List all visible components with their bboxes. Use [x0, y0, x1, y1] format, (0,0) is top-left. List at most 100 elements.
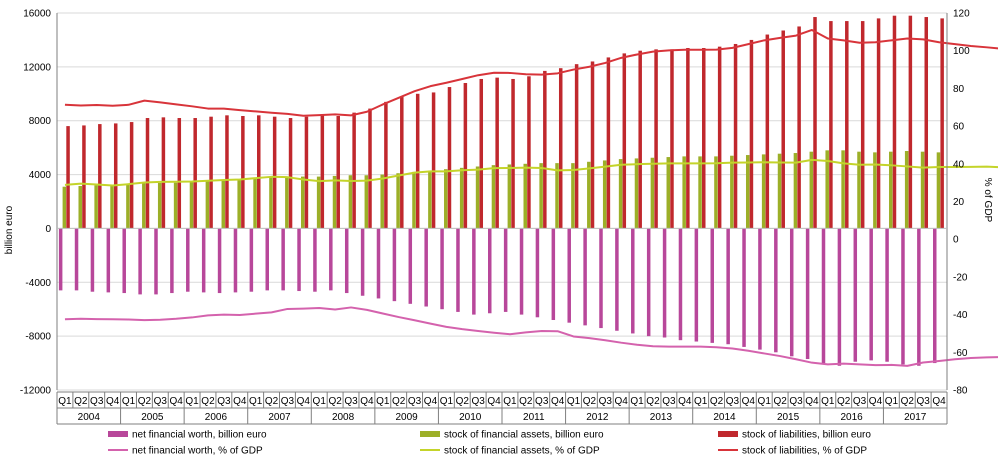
bar-liabilities	[352, 112, 356, 229]
quarter-label: Q4	[678, 396, 692, 407]
bar-net-financial-worth	[503, 228, 508, 312]
bar-net-financial-worth	[901, 228, 905, 365]
left-tick-labels: 16000 12000 8000 4000 0 -4000 -8000 -12000	[20, 9, 52, 397]
bar-financial-assets	[809, 151, 814, 229]
line-liabilities-pct-gdp	[64, 28, 998, 117]
bar-net-financial-worth	[726, 228, 730, 345]
bar-financial-assets	[777, 153, 782, 229]
quarter-label: Q4	[360, 396, 374, 407]
bar-liabilities	[797, 26, 801, 229]
quarter-label: Q2	[265, 396, 279, 407]
quarter-label: Q3	[789, 396, 803, 407]
bar-net-financial-worth	[344, 228, 349, 294]
bar-liabilities	[924, 17, 929, 229]
bar-financial-assets	[682, 156, 686, 229]
bar-net-financial-worth	[885, 228, 889, 362]
bar-net-financial-worth	[376, 228, 381, 299]
quarter-label: Q4	[487, 396, 501, 407]
bar-financial-assets	[300, 176, 305, 229]
bar-financial-assets	[189, 181, 194, 229]
year-label: 2007	[268, 412, 291, 423]
bar-financial-assets	[126, 184, 130, 229]
year-label: 2009	[396, 412, 419, 423]
quarter-label: Q2	[710, 396, 724, 407]
bar-net-financial-worth	[789, 228, 794, 357]
bar-liabilities	[66, 126, 70, 229]
bar-financial-assets	[428, 170, 432, 229]
bar-financial-assets	[920, 151, 925, 229]
bar-net-financial-worth	[774, 228, 778, 353]
quarter-label: Q4	[297, 396, 311, 407]
legend-label: stock of liabilities, % of GDP	[742, 446, 867, 457]
year-label: 2016	[841, 412, 864, 423]
right-tick-label: 0	[953, 235, 959, 246]
bar-liabilities	[845, 21, 849, 229]
year-label: 2005	[141, 412, 164, 423]
bar-financial-assets	[94, 185, 98, 229]
bar-liabilities	[193, 118, 197, 229]
bar-liabilities	[447, 87, 452, 229]
bar-financial-assets	[793, 153, 798, 229]
bar-net-financial-worth	[392, 228, 397, 302]
bar-liabilities	[511, 78, 515, 229]
right-tick-label: 20	[953, 197, 965, 208]
bar-financial-assets	[730, 155, 734, 229]
left-tick-label: -4000	[25, 278, 51, 289]
quarter-label: Q1	[376, 396, 390, 407]
bar-net-financial-worth	[249, 228, 254, 292]
quarter-label: Q3	[408, 396, 422, 407]
bar-liabilities	[527, 76, 531, 229]
bar-net-financial-worth	[154, 228, 158, 295]
bar-net-financial-worth	[138, 228, 142, 295]
bar-financial-assets	[78, 186, 82, 229]
bar-net-financial-worth	[472, 228, 476, 315]
quarter-label: Q3	[535, 396, 549, 407]
quarter-label: Q2	[901, 396, 915, 407]
bar-net-financial-worth	[106, 228, 111, 293]
bar-net-financial-worth	[583, 228, 587, 326]
quarter-label: Q1	[567, 396, 581, 407]
bar-net-financial-worth	[424, 228, 428, 307]
quarter-label: Q4	[106, 396, 120, 407]
right-tick-label: 40	[953, 159, 965, 170]
bar-liabilities	[400, 96, 404, 229]
quarter-label: Q1	[440, 396, 454, 407]
bar-financial-assets	[237, 179, 241, 229]
year-label: 2014	[713, 412, 736, 423]
legend-swatch	[718, 431, 738, 437]
bar-financial-assets	[936, 152, 941, 229]
bar-liabilities	[558, 68, 563, 229]
bar-liabilities	[336, 116, 340, 229]
bar-liabilities	[733, 43, 738, 229]
bar-financial-assets	[904, 151, 909, 229]
right-tick-label: -80	[953, 386, 968, 397]
bar-liabilities	[177, 118, 182, 229]
bar-liabilities	[209, 116, 213, 229]
bar-financial-assets	[269, 177, 273, 229]
bar-net-financial-worth	[519, 228, 524, 315]
bar-liabilities	[860, 21, 865, 229]
bar-net-financial-worth	[758, 228, 762, 350]
line-financial-assets-pct-gdp	[64, 158, 998, 187]
bar-financial-assets	[380, 174, 384, 229]
bar-net-financial-worth	[456, 228, 460, 312]
quarter-label: Q1	[249, 396, 263, 407]
bar-liabilities	[384, 101, 388, 229]
bar-net-financial-worth	[917, 228, 921, 366]
bar-financial-assets	[142, 183, 146, 229]
bar-financial-assets	[364, 175, 369, 229]
bar-financial-assets	[491, 165, 496, 229]
bar-net-financial-worth	[710, 228, 714, 343]
year-label: 2012	[586, 412, 609, 423]
bar-net-financial-worth	[646, 228, 651, 337]
bar-liabilities	[479, 78, 484, 229]
bar-financial-assets	[571, 163, 575, 229]
bar-net-financial-worth	[662, 228, 667, 338]
quarter-label: Q4	[932, 396, 946, 407]
bar-liabilities	[257, 115, 261, 229]
bar-financial-assets	[666, 157, 671, 229]
bar-liabilities	[415, 93, 420, 229]
bar-financial-assets	[348, 175, 353, 229]
bar-financial-assets	[396, 173, 400, 229]
bar-liabilities	[606, 57, 611, 229]
